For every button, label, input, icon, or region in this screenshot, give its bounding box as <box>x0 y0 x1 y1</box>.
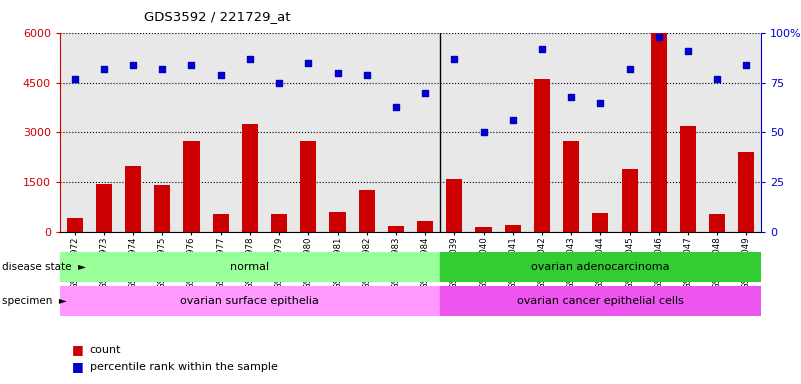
Bar <box>622 169 638 232</box>
Bar <box>709 214 725 232</box>
Bar <box>534 79 550 232</box>
Bar <box>329 212 345 232</box>
Point <box>272 79 285 86</box>
Bar <box>125 166 141 232</box>
Point <box>682 48 694 54</box>
Point <box>68 76 81 82</box>
Text: specimen  ►: specimen ► <box>2 296 66 306</box>
Text: percentile rank within the sample: percentile rank within the sample <box>90 362 278 372</box>
Point <box>360 71 373 78</box>
Text: disease state  ►: disease state ► <box>2 262 86 272</box>
Bar <box>440 252 761 282</box>
Text: ■: ■ <box>72 360 84 373</box>
Bar <box>212 214 229 232</box>
Bar <box>359 190 375 232</box>
Point <box>536 46 549 52</box>
Point <box>477 129 490 136</box>
Text: ovarian adenocarcinoma: ovarian adenocarcinoma <box>531 262 670 272</box>
Point <box>98 66 111 72</box>
Text: count: count <box>90 345 121 355</box>
Point <box>215 71 227 78</box>
Bar <box>271 214 287 232</box>
Bar <box>155 185 171 232</box>
Point <box>652 33 665 40</box>
Text: ovarian surface epithelia: ovarian surface epithelia <box>180 296 320 306</box>
Bar <box>446 179 462 232</box>
Point <box>419 89 432 96</box>
Bar <box>417 221 433 232</box>
Point <box>185 61 198 68</box>
Bar <box>476 227 492 232</box>
Bar <box>96 184 112 232</box>
Point <box>331 70 344 76</box>
Bar <box>563 141 579 232</box>
Bar <box>650 33 666 232</box>
Bar <box>60 286 440 316</box>
Text: normal: normal <box>231 262 269 272</box>
Text: GDS3592 / 221729_at: GDS3592 / 221729_at <box>144 10 291 23</box>
Point <box>623 66 636 72</box>
Bar <box>505 225 521 232</box>
Point <box>710 76 723 82</box>
Point <box>740 61 753 68</box>
Point <box>127 61 139 68</box>
Bar <box>739 152 755 232</box>
Bar <box>592 213 609 232</box>
Bar <box>300 141 316 232</box>
Bar <box>183 141 199 232</box>
Point <box>302 60 315 66</box>
Bar <box>242 124 258 232</box>
Text: ovarian cancer epithelial cells: ovarian cancer epithelial cells <box>517 296 684 306</box>
Point <box>506 118 519 124</box>
Bar <box>66 218 83 232</box>
Bar <box>680 126 696 232</box>
Bar <box>60 252 440 282</box>
Point <box>156 66 169 72</box>
Point <box>244 56 256 62</box>
Point <box>594 99 606 106</box>
Bar <box>440 286 761 316</box>
Point <box>448 56 461 62</box>
Text: ■: ■ <box>72 343 84 356</box>
Bar <box>388 226 404 232</box>
Point <box>565 93 578 99</box>
Point <box>389 103 402 109</box>
